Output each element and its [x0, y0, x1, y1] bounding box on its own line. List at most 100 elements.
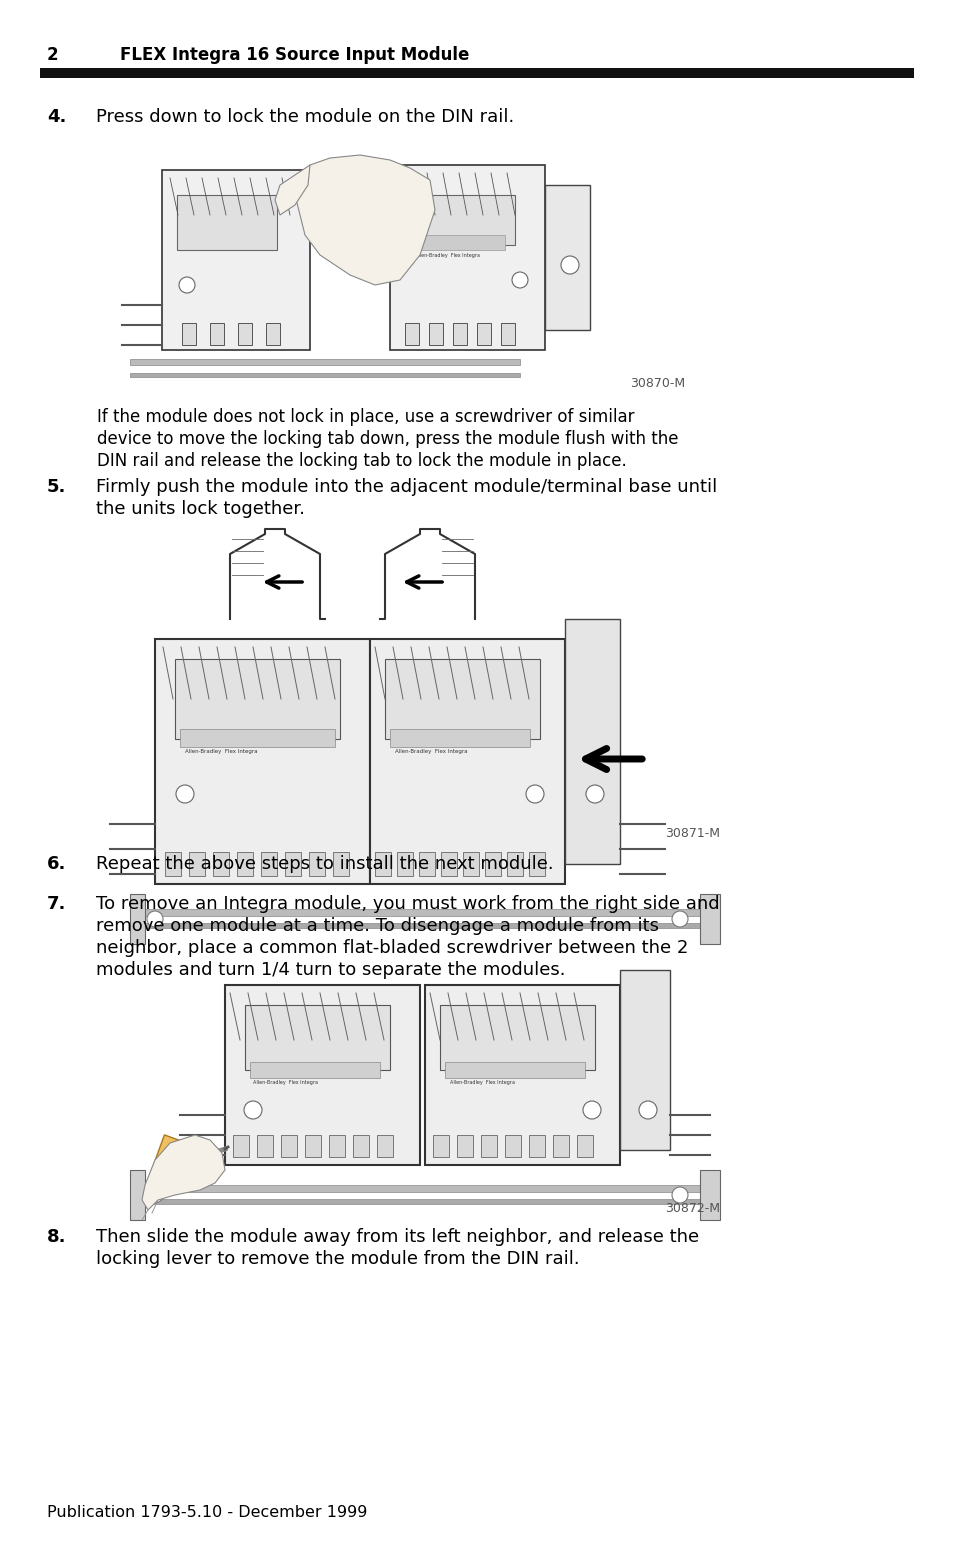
Circle shape	[582, 1101, 600, 1119]
Bar	[504, 1135, 520, 1157]
Bar	[529, 852, 544, 877]
Bar	[564, 620, 619, 864]
Bar	[154, 638, 370, 884]
Polygon shape	[142, 1135, 225, 1210]
Polygon shape	[274, 165, 310, 215]
Text: 30870-M: 30870-M	[629, 377, 684, 389]
Bar	[165, 852, 181, 877]
Text: the units lock together.: the units lock together.	[96, 500, 305, 518]
Bar	[439, 1004, 595, 1070]
Bar	[462, 852, 478, 877]
Bar	[480, 1135, 497, 1157]
Circle shape	[147, 1186, 163, 1204]
Text: 30871-M: 30871-M	[664, 827, 720, 839]
Bar	[506, 852, 522, 877]
Bar	[440, 852, 456, 877]
Text: device to move the locking tab down, press the module flush with the: device to move the locking tab down, pre…	[97, 430, 678, 448]
Text: FLEX Integra 16 Source Input Module: FLEX Integra 16 Source Input Module	[120, 47, 469, 64]
Bar	[456, 1135, 473, 1157]
Text: neighbor, place a common flat-bladed screwdriver between the 2: neighbor, place a common flat-bladed scr…	[96, 939, 688, 958]
Bar	[370, 638, 564, 884]
Text: 30872-M: 30872-M	[664, 1202, 720, 1214]
Bar	[329, 1135, 345, 1157]
Bar	[375, 852, 391, 877]
Bar	[577, 1135, 593, 1157]
Bar	[385, 659, 539, 740]
Bar	[476, 322, 491, 346]
Text: modules and turn 1/4 turn to separate the modules.: modules and turn 1/4 turn to separate th…	[96, 961, 565, 979]
Text: 5.: 5.	[47, 478, 67, 497]
Bar	[285, 852, 301, 877]
Text: Allen-Bradley  Flex Integra: Allen-Bradley Flex Integra	[415, 252, 479, 258]
Bar	[305, 1135, 320, 1157]
Text: Then slide the module away from its left neighbor, and release the: Then slide the module away from its left…	[96, 1228, 699, 1246]
Bar	[130, 1169, 145, 1221]
Bar	[700, 1169, 720, 1221]
Bar	[130, 909, 720, 916]
Circle shape	[671, 911, 687, 926]
Bar	[453, 322, 467, 346]
Circle shape	[147, 911, 163, 926]
Bar	[429, 322, 442, 346]
Bar	[353, 1135, 369, 1157]
Bar	[405, 322, 418, 346]
Circle shape	[179, 277, 194, 293]
Text: Firmly push the module into the adjacent module/terminal base until: Firmly push the module into the adjacent…	[96, 478, 717, 497]
Polygon shape	[294, 156, 435, 285]
Text: 6.: 6.	[47, 855, 67, 873]
Bar	[225, 986, 419, 1165]
Bar	[266, 322, 280, 346]
Circle shape	[175, 785, 193, 803]
Circle shape	[512, 272, 527, 288]
Bar	[700, 894, 720, 944]
Text: 7.: 7.	[47, 895, 67, 912]
Bar	[529, 1135, 544, 1157]
Text: Publication 1793-5.10 - December 1999: Publication 1793-5.10 - December 1999	[47, 1506, 367, 1520]
Text: Press down to lock the module on the DIN rail.: Press down to lock the module on the DIN…	[96, 107, 514, 126]
Bar	[376, 1135, 393, 1157]
Bar	[130, 1185, 720, 1193]
Bar	[130, 894, 145, 944]
Bar	[256, 1135, 273, 1157]
Text: Allen-Bradley  Flex Integra: Allen-Bradley Flex Integra	[185, 749, 257, 754]
Bar	[182, 322, 195, 346]
Bar	[237, 322, 252, 346]
Text: 4.: 4.	[47, 107, 67, 126]
Bar	[245, 1004, 390, 1070]
Text: DIN rail and release the locking tab to lock the module in place.: DIN rail and release the locking tab to …	[97, 452, 626, 470]
Text: 8.: 8.	[47, 1228, 67, 1246]
Bar	[418, 852, 435, 877]
Circle shape	[585, 785, 603, 803]
Circle shape	[671, 1186, 687, 1204]
Text: To remove an Integra module, you must work from the right side and: To remove an Integra module, you must wo…	[96, 895, 719, 912]
Text: remove one module at a time. To disengage a module from its: remove one module at a time. To disengag…	[96, 917, 659, 936]
Bar	[405, 195, 515, 244]
Bar	[444, 1062, 584, 1077]
Bar	[281, 1135, 296, 1157]
Text: Allen-Bradley  Flex Integra: Allen-Bradley Flex Integra	[253, 1081, 317, 1085]
Bar	[309, 852, 325, 877]
Bar	[213, 852, 229, 877]
Bar	[544, 185, 589, 330]
Bar	[189, 852, 205, 877]
Circle shape	[639, 1101, 657, 1119]
Text: Allen-Bradley  Flex Integra: Allen-Bradley Flex Integra	[395, 749, 467, 754]
Text: Allen-Bradley  Flex Integra: Allen-Bradley Flex Integra	[450, 1081, 515, 1085]
Bar	[250, 1062, 379, 1077]
Bar	[130, 374, 519, 377]
Bar	[500, 322, 515, 346]
Bar	[130, 923, 720, 928]
Bar	[236, 852, 253, 877]
Bar	[177, 195, 276, 251]
Bar	[40, 69, 913, 78]
Bar	[180, 729, 335, 747]
Circle shape	[560, 255, 578, 274]
Text: locking lever to remove the module from the DIN rail.: locking lever to remove the module from …	[96, 1250, 579, 1267]
Bar	[148, 1135, 194, 1191]
Bar	[333, 852, 349, 877]
Bar	[233, 1135, 249, 1157]
Bar	[433, 1135, 449, 1157]
Text: 2: 2	[47, 47, 58, 64]
Bar	[390, 165, 544, 350]
Bar	[410, 235, 504, 251]
